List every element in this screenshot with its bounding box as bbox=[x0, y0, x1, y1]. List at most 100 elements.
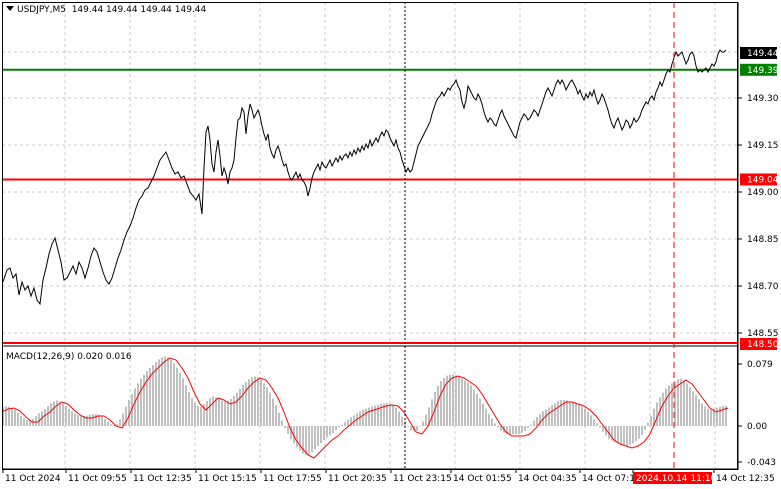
macd-histogram-bar bbox=[467, 382, 469, 426]
macd-histogram-bar bbox=[92, 414, 94, 426]
macd-histogram-bar bbox=[365, 408, 367, 426]
macd-histogram-bar bbox=[677, 379, 679, 426]
macd-histogram-bar bbox=[671, 383, 673, 426]
macd-histogram-bar bbox=[227, 400, 229, 426]
macd-histogram-bar bbox=[218, 398, 220, 426]
macd-histogram-bar bbox=[491, 418, 493, 426]
macd-histogram-bar bbox=[302, 426, 304, 454]
macd-histogram-bar bbox=[707, 408, 709, 426]
price-tick-label: 149.30 bbox=[747, 94, 779, 104]
macd-histogram-bar bbox=[8, 406, 10, 426]
macd-histogram-bar bbox=[326, 426, 328, 438]
macd-histogram-bar bbox=[308, 426, 310, 455]
macd-histogram-bar bbox=[290, 426, 292, 440]
macd-histogram-bar bbox=[530, 424, 532, 426]
macd-histogram-bar bbox=[533, 420, 535, 426]
macd-histogram-bar bbox=[167, 357, 169, 426]
time-tick-label: 14 Oct 12:35 bbox=[716, 474, 775, 484]
macd-histogram-bar bbox=[689, 387, 691, 426]
macd-histogram-bar bbox=[719, 406, 721, 426]
macd-histogram-bar bbox=[611, 426, 613, 441]
macd-histogram-bar bbox=[446, 375, 448, 426]
red-level-low-marker bbox=[740, 338, 777, 350]
macd-histogram-bar bbox=[701, 403, 703, 426]
macd-histogram-bar bbox=[23, 418, 25, 426]
macd-histogram-bar bbox=[224, 401, 226, 426]
macd-histogram-bar bbox=[146, 371, 148, 426]
macd-histogram-bar bbox=[596, 423, 598, 426]
macd-histogram-bar bbox=[317, 426, 319, 446]
macd-histogram-bar bbox=[500, 426, 502, 431]
time-tick-label: 11 Oct 20:35 bbox=[328, 474, 387, 484]
macd-histogram-bar bbox=[50, 403, 52, 426]
macd-histogram-bar bbox=[539, 414, 541, 426]
macd-histogram-bar bbox=[2, 406, 4, 426]
macd-histogram-bar bbox=[230, 399, 232, 426]
macd-histogram-bar bbox=[395, 408, 397, 426]
macd-histogram-bar bbox=[494, 423, 496, 426]
macd-histogram-bar bbox=[485, 408, 487, 426]
price-line bbox=[2, 49, 727, 306]
macd-histogram-bar bbox=[362, 409, 364, 426]
macd-histogram-bar bbox=[53, 401, 55, 426]
symbol-header[interactable]: USDJPY,M5 149.44 149.44 149.44 149.44 bbox=[6, 5, 206, 15]
macd-histogram-bar bbox=[281, 420, 283, 426]
price-tick-label: 149.15 bbox=[747, 141, 779, 151]
macd-histogram-bar bbox=[722, 406, 724, 426]
macd-histogram-bar bbox=[626, 426, 628, 446]
macd-histogram-bar bbox=[257, 377, 259, 426]
dropdown-triangle-icon[interactable] bbox=[6, 6, 14, 11]
red-level-marker bbox=[740, 173, 777, 186]
green-level-marker-label: 149.39 bbox=[747, 66, 779, 76]
macd-histogram-bar bbox=[449, 374, 451, 426]
macd-histogram-bar bbox=[581, 406, 583, 426]
macd-tick-label: 0.00 bbox=[747, 422, 767, 432]
macd-histogram-bar bbox=[482, 403, 484, 426]
macd-histogram-bar bbox=[458, 376, 460, 426]
macd-histogram-bar bbox=[206, 401, 208, 426]
macd-histogram-bar bbox=[425, 414, 427, 426]
macd-histogram-bar bbox=[560, 400, 562, 426]
macd-histogram-bar bbox=[77, 415, 79, 426]
time-tick-label: 11 Oct 2024 bbox=[5, 474, 61, 484]
macd-histogram-bar bbox=[107, 422, 109, 426]
macd-histogram-bar bbox=[347, 419, 349, 426]
macd-histogram-bar bbox=[620, 426, 622, 445]
macd-histogram-bar bbox=[14, 410, 16, 426]
macd-histogram-bar bbox=[320, 426, 322, 443]
macd-histogram-bar bbox=[506, 426, 508, 434]
macd-histogram-bar bbox=[200, 407, 202, 426]
macd-histogram-bar bbox=[65, 406, 67, 426]
macd-histogram-bar bbox=[182, 378, 184, 426]
macd-histogram-bar bbox=[248, 379, 250, 426]
macd-histogram-bar bbox=[332, 426, 334, 433]
macd-tick-label: 0.079 bbox=[747, 360, 773, 370]
macd-histogram-bar bbox=[341, 424, 343, 426]
macd-histogram-bar bbox=[74, 413, 76, 426]
macd-histogram-bar bbox=[20, 415, 22, 426]
macd-histogram-bar bbox=[44, 409, 46, 426]
macd-histogram-bar bbox=[191, 398, 193, 426]
macd-histogram-bar bbox=[527, 426, 529, 428]
macd-histogram-bar bbox=[557, 401, 559, 426]
green-level-marker bbox=[740, 63, 777, 76]
macd-histogram-bar bbox=[443, 378, 445, 426]
macd-histogram-bar bbox=[470, 385, 472, 426]
macd-histogram-bar bbox=[407, 426, 409, 427]
macd-tick-label: -0.043 bbox=[747, 458, 776, 468]
macd-histogram-bar bbox=[116, 424, 118, 426]
macd-histogram-bar bbox=[158, 359, 160, 426]
macd-histogram-bar bbox=[635, 426, 637, 442]
macd-histogram-bar bbox=[152, 365, 154, 426]
macd-histogram-bar bbox=[455, 375, 457, 426]
macd-histogram-bar bbox=[164, 356, 166, 426]
macd-histogram-bar bbox=[614, 426, 616, 443]
macd-histogram-bar bbox=[653, 408, 655, 426]
macd-histogram-bar bbox=[269, 392, 271, 426]
macd-histogram-bar bbox=[710, 409, 712, 426]
macd-histogram-bar bbox=[371, 406, 373, 426]
macd-histogram-bar bbox=[650, 415, 652, 426]
macd-histogram-bar bbox=[35, 416, 37, 426]
